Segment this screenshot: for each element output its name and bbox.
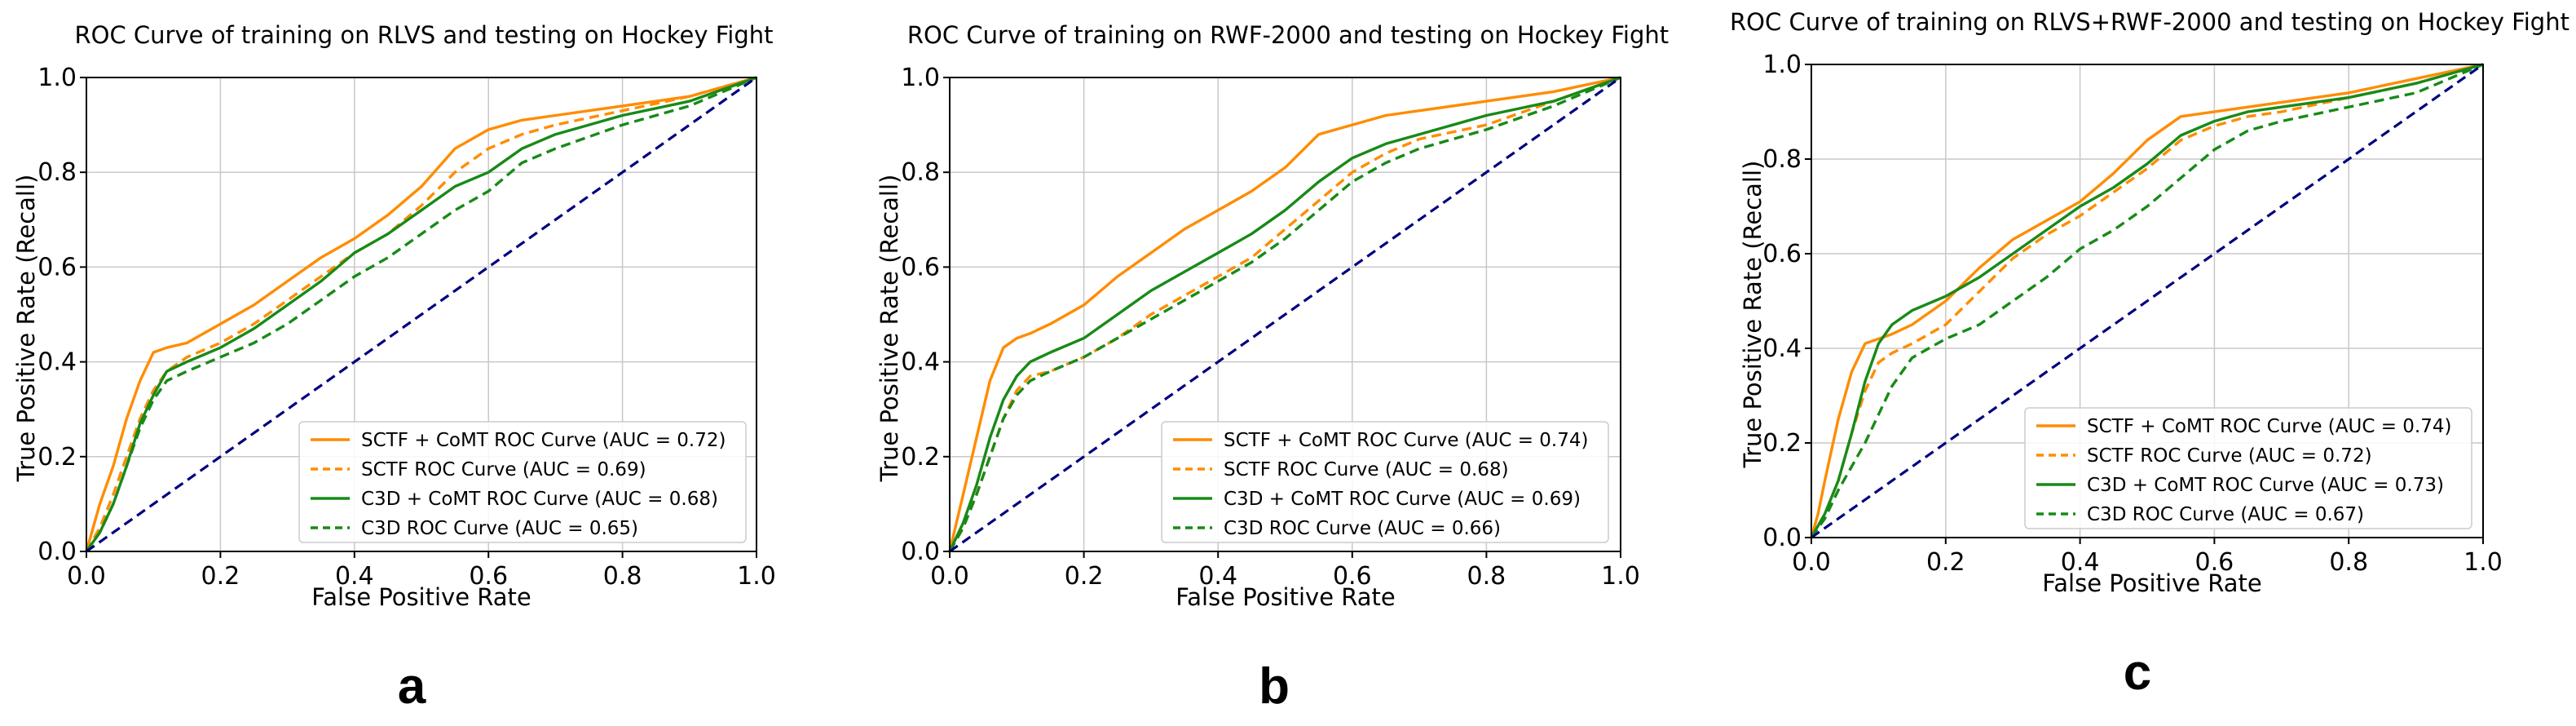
roc-series-line-sctf_comt	[948, 76, 1621, 552]
roc-series-line-c3d	[85, 76, 757, 552]
x-tick-label: 0.6	[1333, 562, 1372, 591]
y-axis-label: True Positive Rate (Recall)	[12, 175, 40, 483]
chance-diagonal-line	[86, 76, 757, 553]
roc-series-line-sctf_comt	[1810, 63, 2484, 538]
legend-entry-label: SCTF + CoMT ROC Curve (AUC = 0.74)	[2087, 416, 2451, 437]
y-tick-label: 0.0	[37, 538, 77, 566]
y-tick-label: 0.8	[901, 158, 940, 187]
roc-series-line-c3d_comt	[948, 76, 1621, 552]
x-axis-label: False Positive Rate	[2042, 569, 2262, 597]
y-tick-label: 0.4	[1762, 334, 1802, 363]
legend-entry-label: C3D ROC Curve (AUC = 0.67)	[2087, 504, 2364, 525]
chart-title: ROC Curve of training on RWF-2000 and te…	[907, 21, 1669, 49]
y-tick-label: 1.0	[37, 64, 77, 92]
plot-area: 0.0 0.2 0.4 0.6 0.8 1.0 0.0 0.2 0.4 0.6 0.8 1.0 SCTF…	[37, 64, 776, 591]
legend-entry-label: C3D + CoMT ROC Curve (AUC = 0.68)	[361, 489, 718, 510]
chance-diagonal-line	[949, 76, 1621, 553]
legend-box	[1161, 421, 1609, 543]
legend-entry-label: SCTF ROC Curve (AUC = 0.69)	[361, 459, 646, 480]
legend-box	[298, 421, 747, 543]
y-tick-label: 0.0	[901, 538, 940, 566]
x-tick-label: 0.0	[1792, 548, 1831, 577]
x-tick-label: 0.2	[1926, 548, 1965, 577]
panel-c: ROC Curve of training on RLVS+RWF-2000 a…	[1730, 8, 2569, 701]
roc-series-line-sctf	[1810, 63, 2484, 538]
roc-series-line-c3d	[1810, 63, 2484, 538]
x-tick-label: 0.2	[1065, 562, 1104, 591]
x-tick-label: 0.4	[2061, 548, 2100, 577]
y-axis-label: True Positive Rate (Recall)	[1739, 161, 1767, 469]
legend-entry-label: SCTF + CoMT ROC Curve (AUC = 0.74)	[1224, 430, 1588, 451]
y-axis-label: True Positive Rate (Recall)	[876, 175, 903, 483]
axes-frame	[86, 77, 757, 552]
plot-area: 0.0 0.2 0.4 0.6 0.8 1.0 0.0 0.2 0.4 0.6 0.8 1.0 SCTF…	[1762, 51, 2503, 577]
legend-entry-label: C3D ROC Curve (AUC = 0.65)	[361, 518, 638, 539]
legend-entry-label: SCTF ROC Curve (AUC = 0.72)	[2087, 445, 2372, 467]
y-tick-label: 1.0	[1762, 51, 1802, 79]
y-tick-label: 0.6	[37, 253, 77, 281]
y-tick-label: 0.2	[1762, 429, 1802, 458]
legend-entry-label: C3D + CoMT ROC Curve (AUC = 0.69)	[1224, 489, 1581, 510]
y-tick-label: 0.4	[901, 348, 940, 377]
y-tick-label: 0.8	[1762, 145, 1802, 174]
legend: SCTF + CoMT ROC Curve (AUC = 0.72) SCTF R…	[298, 421, 747, 543]
legend-entry-label: C3D ROC Curve (AUC = 0.66)	[1224, 518, 1501, 539]
roc-series-line-sctf	[948, 76, 1621, 552]
x-tick-label: 0.0	[930, 562, 969, 591]
panel-label: c	[2124, 644, 2151, 701]
y-tick-label: 0.8	[37, 158, 77, 187]
roc-series-line-c3d_comt	[1810, 63, 2484, 538]
panel-label: a	[398, 658, 426, 715]
roc-series-line-sctf_comt	[85, 76, 757, 552]
chart-title: ROC Curve of training on RLVS and testin…	[74, 21, 773, 49]
x-tick-label: 1.0	[737, 562, 776, 591]
x-tick-label: 0.8	[2329, 548, 2368, 577]
y-tick-label: 0.6	[901, 253, 940, 281]
legend-entry-label: C3D + CoMT ROC Curve (AUC = 0.73)	[2087, 475, 2444, 496]
y-tick-label: 0.2	[901, 443, 940, 471]
y-tick-label: 0.6	[1762, 240, 1802, 268]
x-tick-label: 1.0	[2464, 548, 2503, 577]
axes-frame	[1811, 64, 2484, 538]
y-tick-label: 0.4	[37, 348, 77, 377]
chart-title: ROC Curve of training on RLVS+RWF-2000 a…	[1730, 8, 2569, 36]
x-tick-label: 0.4	[335, 562, 374, 591]
x-tick-label: 0.6	[469, 562, 508, 591]
plot-area: 0.0 0.2 0.4 0.6 0.8 1.0 0.0 0.2 0.4 0.6 0.8 1.0 SCTF…	[901, 64, 1640, 591]
x-axis-label: False Positive Rate	[1176, 583, 1396, 611]
legend-box	[2024, 407, 2472, 529]
panel-a: ROC Curve of training on RLVS and testin…	[12, 21, 776, 715]
x-axis-label: False Positive Rate	[311, 583, 532, 611]
legend-entry-label: SCTF ROC Curve (AUC = 0.68)	[1224, 459, 1509, 480]
x-tick-label: 0.0	[67, 562, 106, 591]
panel-label: b	[1259, 658, 1290, 715]
x-tick-label: 0.8	[1467, 562, 1506, 591]
axes-frame	[949, 77, 1621, 552]
y-tick-label: 1.0	[901, 64, 940, 92]
legend: SCTF + CoMT ROC Curve (AUC = 0.74) SCTF R…	[1161, 421, 1609, 543]
y-tick-label: 0.2	[37, 443, 77, 471]
chance-diagonal-line	[1811, 63, 2484, 539]
x-tick-label: 1.0	[1601, 562, 1640, 591]
x-tick-label: 0.6	[2195, 548, 2234, 577]
y-tick-label: 0.0	[1762, 524, 1802, 552]
panel-b: ROC Curve of training on RWF-2000 and te…	[876, 21, 1669, 715]
x-tick-label: 0.4	[1198, 562, 1237, 591]
roc-series-line-sctf	[85, 76, 757, 552]
legend: SCTF + CoMT ROC Curve (AUC = 0.74) SCTF R…	[2024, 407, 2472, 529]
roc-series-line-c3d	[948, 76, 1621, 552]
x-tick-label: 0.2	[201, 562, 240, 591]
legend-entry-label: SCTF + CoMT ROC Curve (AUC = 0.72)	[361, 430, 726, 451]
x-tick-label: 0.8	[603, 562, 642, 591]
